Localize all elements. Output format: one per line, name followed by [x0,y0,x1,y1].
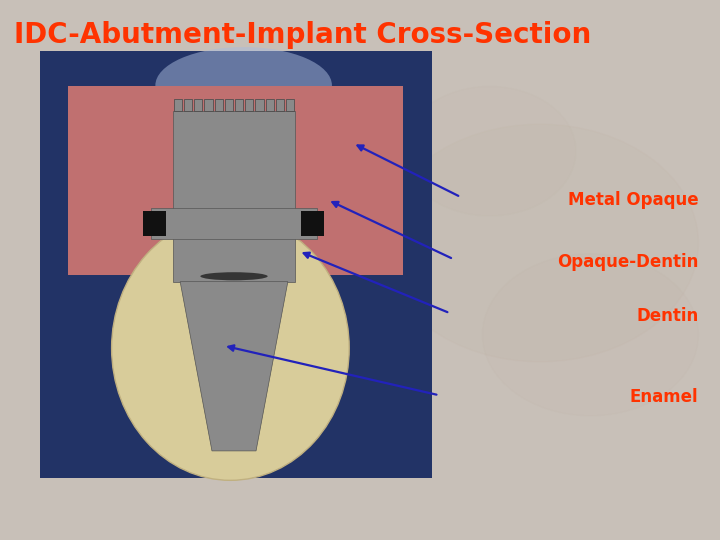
Bar [301,211,324,236]
Bar [256,99,264,111]
Bar [215,99,222,111]
Circle shape [403,86,576,216]
Bar [143,211,166,236]
Ellipse shape [200,272,268,280]
Bar [246,99,253,111]
Bar [286,99,294,111]
Text: Opaque-Dentin: Opaque-Dentin [557,253,698,271]
Circle shape [382,124,698,362]
Bar [174,99,182,111]
Bar [194,99,202,111]
Bar [68,85,403,275]
Ellipse shape [112,216,349,480]
Polygon shape [180,282,288,451]
Text: Dentin: Dentin [636,307,698,325]
Bar [225,99,233,111]
Bar [151,208,317,239]
Text: IDC-Abutment-Implant Cross-Section: IDC-Abutment-Implant Cross-Section [14,21,591,49]
Ellipse shape [156,47,332,124]
Bar [276,99,284,111]
Text: Enamel: Enamel [630,388,698,406]
Circle shape [482,254,698,416]
Text: Metal Opaque: Metal Opaque [568,191,698,209]
Bar [235,99,243,111]
Bar [204,99,212,111]
Bar [184,99,192,111]
Bar [266,99,274,111]
Bar [173,111,295,282]
Bar [40,51,432,478]
